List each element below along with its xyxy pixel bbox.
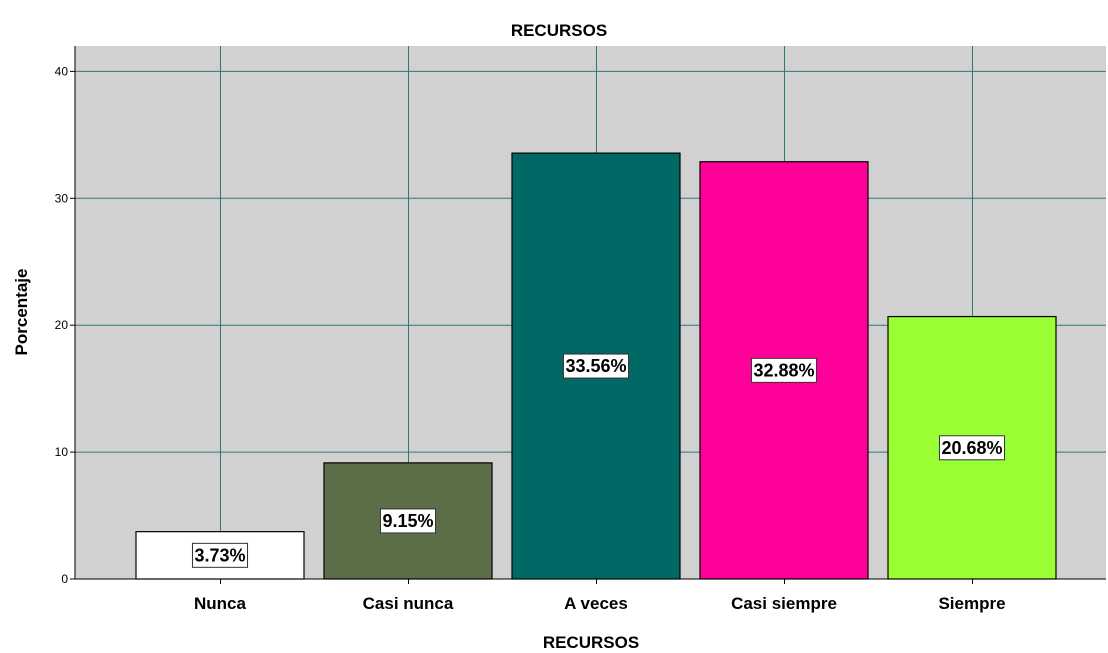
data-label-text: 32.88% [753,360,814,380]
x-tick-label: Casi nunca [363,594,454,613]
data-label-text: 33.56% [565,356,626,376]
data-label-box [191,542,249,568]
x-axis-title: RECURSOS [543,633,639,652]
y-axis-ticks: 0 10 20 30 40 [55,64,75,586]
y-tick-label: 40 [55,64,69,78]
data-label: 20.68% [938,435,1006,461]
data-label-text: 20.68% [941,438,1002,458]
data-label: 32.88% [750,357,818,383]
data-label-box [562,353,630,379]
y-tick-label: 20 [55,318,69,332]
data-label: 33.56% [562,353,630,379]
y-tick-label: 10 [55,445,69,459]
data-label: 9.15% [379,508,437,534]
y-axis-title: Porcentaje [12,269,31,356]
y-tick-label: 30 [55,191,69,205]
data-label-text: 3.73% [194,545,245,565]
data-labels: 3.73% 9.15% 33.56% 32.88% 20.68% [191,353,1006,568]
x-tick-label: Casi siempre [731,594,837,613]
x-tick-label: A veces [564,594,628,613]
data-label-box [938,435,1006,461]
bar [511,152,681,580]
y-tick-label: 0 [61,572,68,586]
chart-title: RECURSOS [511,21,607,40]
x-tick-label: Siempre [938,594,1005,613]
data-label-box [379,508,437,534]
x-axis-ticks: Nunca Casi nunca A veces Casi siempre Siempr… [194,579,1006,613]
data-label-box [750,357,818,383]
bars [135,152,1057,580]
x-tick-label: Nunca [194,594,247,613]
data-label: 3.73% [191,542,249,568]
data-label-text: 9.15% [382,511,433,531]
